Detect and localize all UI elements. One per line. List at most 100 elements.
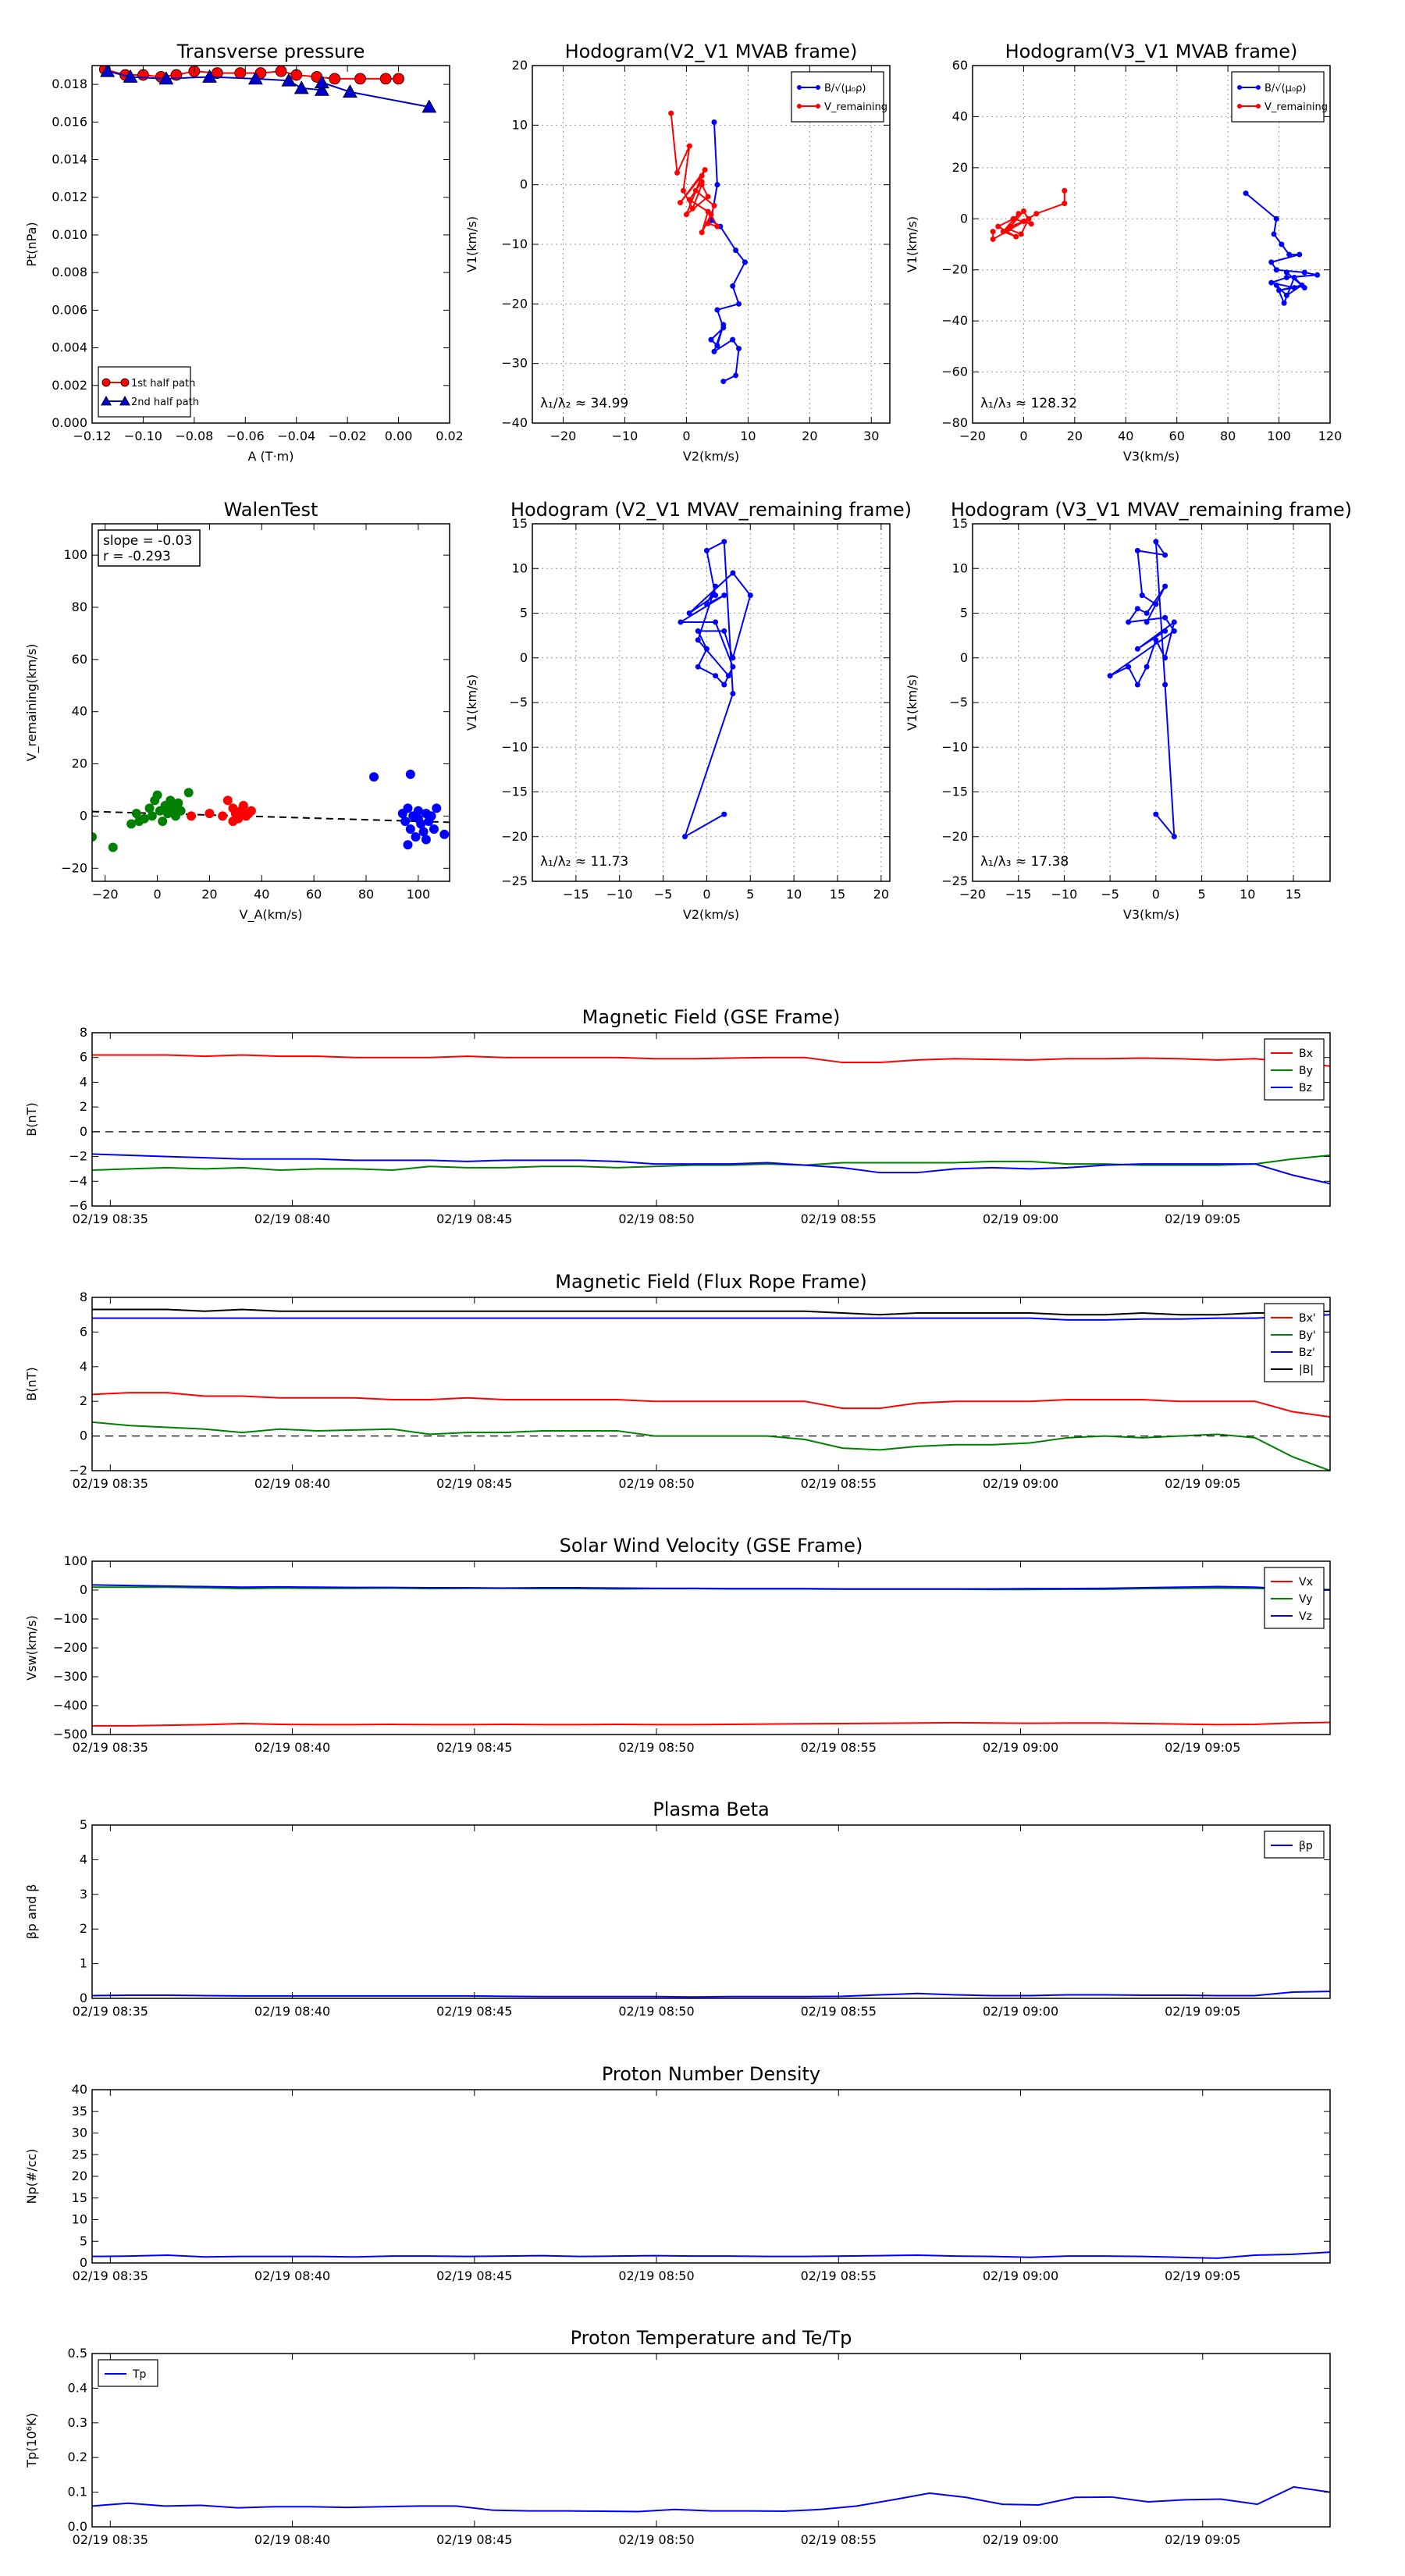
- data-point: [1243, 190, 1249, 197]
- data-point: [720, 379, 727, 385]
- data-point: [439, 829, 450, 839]
- y-tick-label: 60: [952, 58, 968, 73]
- data-point: [205, 809, 215, 819]
- x-axis-label: V2(km/s): [683, 449, 739, 464]
- data-point: [1144, 610, 1150, 616]
- y-tick-label: 0.002: [52, 378, 87, 393]
- data-point: [152, 790, 162, 800]
- data-point: [990, 236, 996, 242]
- data-point: [281, 73, 297, 87]
- x-tick-label: 60: [306, 887, 322, 902]
- legend: Vx Vy Vz: [1264, 1567, 1325, 1629]
- y-tick-label: 0.000: [52, 415, 87, 430]
- y-tick-label: 6: [80, 1324, 87, 1339]
- hodogram-v3-v1-mvab-plot: [990, 187, 1321, 306]
- y-tick-label: −100: [53, 1611, 87, 1626]
- x-tick-label: 0.00: [385, 429, 413, 443]
- data-point: [736, 301, 742, 307]
- series-line-p: [92, 1991, 1330, 1998]
- data-point: [686, 610, 692, 616]
- x-tick-label: 02/19 08:35: [73, 1212, 148, 1226]
- x-tick-label: 02/19 09:00: [983, 2268, 1058, 2283]
- x-tick-label: 40: [1118, 429, 1133, 443]
- x-tick-label: 02/19 08:55: [801, 1740, 877, 1755]
- y-tick-label: −60: [941, 365, 968, 379]
- x-tick-label: 02/19 08:50: [618, 2004, 694, 2019]
- y-tick-label: 0.004: [52, 340, 87, 355]
- legend-box: [98, 366, 191, 418]
- y-tick-label: 10: [512, 117, 528, 132]
- y-tick-label: −5: [509, 695, 528, 710]
- data-point: [418, 827, 429, 837]
- x-tick-label: 120: [1318, 429, 1343, 443]
- y-tick-label: 40: [72, 2082, 87, 2097]
- legend-label: 2nd half path: [131, 397, 199, 408]
- data-point: [1018, 231, 1024, 237]
- data-point: [421, 834, 431, 845]
- series-line-np: [92, 2251, 1330, 2259]
- ratio-annotation: λ₁/λ₂ ≈ 11.73: [540, 854, 628, 870]
- data-point: [329, 73, 341, 85]
- y-axis-label: Vsw(km/s): [24, 1615, 39, 1680]
- data-point: [1283, 269, 1289, 276]
- x-tick-label: 30: [863, 429, 879, 443]
- y-tick-label: 0: [80, 1991, 87, 2005]
- y-tick-label: 60: [72, 652, 87, 667]
- y-tick-label: −20: [501, 829, 528, 844]
- ratio-annotation: λ₁/λ₂ ≈ 34.99: [540, 396, 628, 411]
- data-point: [293, 80, 309, 94]
- legend-label: Vy: [1299, 1593, 1313, 1606]
- data-point: [699, 179, 705, 185]
- legend: Bx By Bz: [1264, 1038, 1325, 1101]
- data-point: [222, 795, 233, 806]
- y-tick-label: −5: [949, 695, 968, 710]
- transverse-pressure-frame: [91, 65, 450, 424]
- x-tick-label: −0.02: [329, 429, 367, 443]
- data-point: [1162, 552, 1168, 558]
- data-point: [733, 247, 739, 254]
- x-tick-label: 5: [746, 887, 754, 902]
- data-point: [144, 803, 155, 813]
- y-tick-label: −30: [501, 356, 528, 371]
- data-point: [736, 346, 742, 352]
- y-tick-label: 0.5: [68, 2346, 87, 2361]
- plasma-beta-axes: 0 1 2 3 4 5 02/19 08:35 02/19 08:40 02/19 08:45 0…: [24, 1799, 1331, 2019]
- y-axis-label: Tp(10⁶K): [24, 2413, 39, 2468]
- y-tick-label: 10: [952, 560, 968, 575]
- x-tick-label: 02/19 09:05: [1165, 1740, 1240, 1755]
- y-tick-label: 4: [80, 1359, 87, 1374]
- data-point: [1010, 215, 1016, 222]
- x-tick-label: −0.08: [175, 429, 213, 443]
- data-point: [369, 772, 379, 782]
- data-point: [1026, 215, 1032, 222]
- data-point: [705, 208, 711, 215]
- proton-temperature-frame: [91, 2353, 1331, 2528]
- x-tick-label: 02/19 08:50: [618, 1212, 694, 1226]
- y-tick-label: 0: [80, 1429, 87, 1443]
- data-point: [1013, 233, 1019, 240]
- solar-wind-velocity-axes: −500 −400 −300 −200 −100 0 100 02/19 08:35 02/19…: [24, 1535, 1331, 1755]
- data-point: [1153, 811, 1159, 817]
- series-2nd-half-path: [100, 66, 437, 113]
- chart-title: Transverse pressure: [176, 41, 365, 62]
- series-line-tp: [92, 2485, 1330, 2513]
- data-point: [342, 84, 357, 98]
- y-tick-label: 8: [80, 1290, 87, 1304]
- x-tick-label: 02/19 08:45: [436, 2004, 512, 2019]
- x-tick-label: 02/19 08:35: [73, 2004, 148, 2019]
- data-point: [699, 229, 705, 236]
- magnetic-field-gse-plot: [92, 1054, 1330, 1185]
- y-tick-label: 80: [72, 600, 87, 614]
- x-tick-label: 40: [254, 887, 269, 902]
- series-line-bz: [92, 1314, 1330, 1321]
- data-point: [721, 681, 727, 688]
- data-point: [1144, 664, 1150, 670]
- legend-label: 1st half path: [131, 378, 195, 390]
- data-point: [1134, 547, 1140, 553]
- y-tick-label: 20: [952, 160, 968, 175]
- x-tick-label: 0: [702, 887, 710, 902]
- legend-label: V_remaining: [1264, 101, 1328, 113]
- x-tick-label: 02/19 08:35: [73, 1476, 148, 1491]
- y-tick-label: 5: [80, 2233, 87, 2248]
